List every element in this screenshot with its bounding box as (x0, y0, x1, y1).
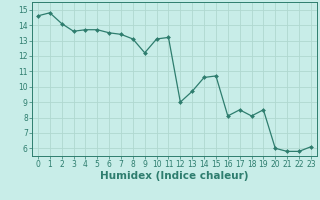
X-axis label: Humidex (Indice chaleur): Humidex (Indice chaleur) (100, 171, 249, 181)
